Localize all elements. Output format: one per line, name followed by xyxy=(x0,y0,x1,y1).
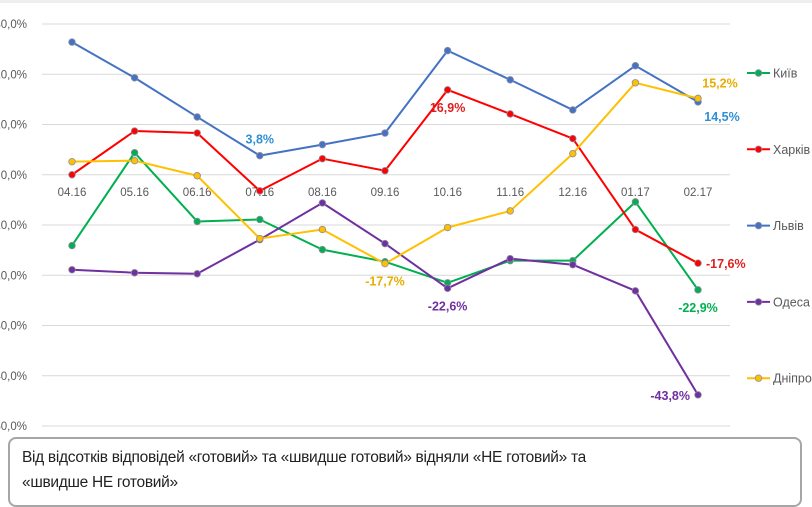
data-point xyxy=(68,157,76,166)
legend-label: Львів xyxy=(773,219,804,233)
data-point xyxy=(193,217,201,226)
data-point xyxy=(318,225,327,234)
x-tick-label: 12.16 xyxy=(558,187,587,199)
data-label: 3,8% xyxy=(246,133,275,147)
x-tick-label: 02.17 xyxy=(684,187,713,199)
data-point xyxy=(506,254,514,263)
data-point xyxy=(381,239,389,248)
data-point xyxy=(256,215,264,224)
data-point xyxy=(569,260,577,269)
data-point xyxy=(443,86,452,94)
data-point xyxy=(569,134,577,143)
data-point xyxy=(694,94,702,103)
data-point xyxy=(68,171,76,179)
data-point xyxy=(256,234,264,243)
data-point xyxy=(68,266,76,274)
data-point xyxy=(256,187,264,195)
data-point xyxy=(694,391,702,399)
data-point xyxy=(694,286,702,294)
y-tick-label: 10,0% xyxy=(0,120,27,132)
data-point xyxy=(193,172,201,180)
data-point xyxy=(256,151,264,160)
data-point xyxy=(381,259,389,268)
x-tick-label: 05.16 xyxy=(120,187,149,199)
data-point xyxy=(381,129,389,137)
legend-label: Дніпро xyxy=(773,372,812,386)
data-point xyxy=(318,245,327,254)
top-border xyxy=(0,0,812,3)
data-point xyxy=(193,270,201,278)
data-label: 15,2% xyxy=(702,76,737,90)
data-point xyxy=(506,110,514,118)
data-point xyxy=(68,38,76,46)
legend-marker xyxy=(754,221,763,230)
legend-marker xyxy=(754,374,763,382)
caption-line-2: «швидше НЕ готовий» xyxy=(22,474,178,491)
caption-box: Від відсотків відповідей «готовий» та «ш… xyxy=(8,437,802,507)
data-label: -43,8% xyxy=(650,389,690,403)
data-point xyxy=(694,259,702,267)
data-point xyxy=(443,46,452,55)
y-tick-label: 20,0% xyxy=(0,69,27,81)
legend-label: Харків xyxy=(773,143,810,157)
data-label: 16,9% xyxy=(430,101,465,115)
x-tick-label: 04.16 xyxy=(58,187,87,199)
data-point xyxy=(631,287,640,295)
legend-marker xyxy=(754,69,763,77)
data-point xyxy=(318,140,327,149)
data-label: 14,5% xyxy=(704,110,739,124)
series-line-Харків xyxy=(71,88,699,265)
data-point xyxy=(506,207,514,215)
data-point xyxy=(631,225,640,234)
x-tick-label: 08.16 xyxy=(308,187,337,199)
line-chart: 30,0% 20,0% 10,0% 0,0% -10,0% -20,0% -30,0% -40… xyxy=(0,19,812,433)
x-tick-label: 11.16 xyxy=(496,187,524,199)
data-point xyxy=(130,269,139,277)
legend-label: Київ xyxy=(773,67,798,81)
y-tick-label: 0,0% xyxy=(1,170,27,182)
y-tick-label: -10,0% xyxy=(0,220,27,232)
series-line-Львів xyxy=(71,41,699,157)
y-tick-label: -20,0% xyxy=(0,270,27,282)
data-label: -17,6% xyxy=(706,257,746,271)
data-point xyxy=(631,62,640,70)
y-tick-label: -30,0% xyxy=(0,321,27,333)
data-point xyxy=(318,199,327,207)
data-point xyxy=(130,127,139,135)
data-label: -22,6% xyxy=(428,299,468,313)
data-point xyxy=(443,284,452,293)
legend-marker xyxy=(754,298,763,306)
data-point xyxy=(130,148,139,157)
x-tick-label: 10.16 xyxy=(433,187,462,199)
data-point xyxy=(193,113,201,121)
data-point xyxy=(68,241,76,250)
data-point xyxy=(631,79,640,87)
data-point xyxy=(130,156,139,165)
y-tick-label: -40,0% xyxy=(0,371,27,383)
data-point xyxy=(569,149,577,158)
data-point xyxy=(631,198,640,206)
data-point xyxy=(318,154,327,163)
legend-label: Одеса xyxy=(773,295,810,309)
data-point xyxy=(506,76,514,84)
data-label: -22,9% xyxy=(678,301,718,315)
legend-marker xyxy=(754,145,763,153)
data-point xyxy=(193,129,201,137)
data-point xyxy=(381,167,389,175)
x-tick-label: 01.17 xyxy=(621,187,650,199)
x-tick-label: 09.16 xyxy=(371,187,400,199)
x-tick-label: 06.16 xyxy=(183,187,212,199)
data-label: -17,7% xyxy=(365,275,405,289)
data-point xyxy=(569,106,577,114)
caption-line-1: Від відсотків відповідей «готовий» та «ш… xyxy=(22,449,586,466)
y-tick-label: 30,0% xyxy=(0,19,27,31)
data-point xyxy=(130,74,139,82)
y-tick-label: -50,0% xyxy=(0,421,27,433)
data-point xyxy=(443,223,452,232)
